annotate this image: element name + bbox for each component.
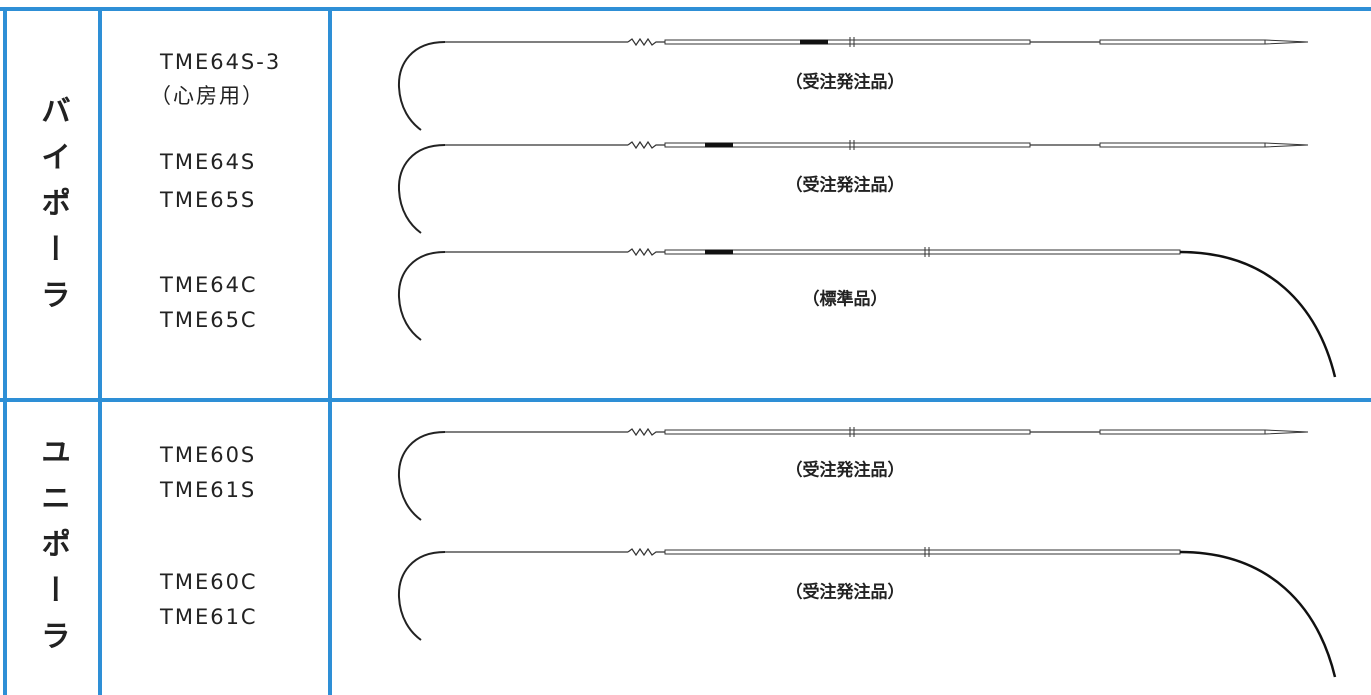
needle-part <box>627 247 665 257</box>
needle-part <box>397 431 446 521</box>
needle-part <box>1179 550 1337 678</box>
model: TME64C <box>160 273 258 297</box>
needle-drawings <box>397 37 1337 678</box>
needle-part <box>397 144 446 234</box>
note: （受注発注品） <box>785 72 905 93</box>
needle-part <box>1264 39 1309 45</box>
model: TME61S <box>160 478 257 502</box>
model: TME60S <box>160 443 257 467</box>
note: （標準品） <box>802 289 888 310</box>
needle-part <box>627 140 665 150</box>
needle-part <box>1099 142 1266 148</box>
needle-part <box>397 41 446 131</box>
needle-part <box>627 427 665 437</box>
needle-part <box>397 551 446 641</box>
section-label: ユニポーラ <box>35 436 70 666</box>
model: TME65S <box>160 188 257 212</box>
model-note: （心房用） <box>150 84 265 108</box>
needle-part <box>627 547 665 557</box>
needle-part <box>664 549 1181 555</box>
needle-part <box>1099 39 1266 45</box>
needle-part <box>1179 250 1337 378</box>
needle-part <box>664 39 1031 45</box>
model: TME60C <box>160 570 258 594</box>
needle-part <box>705 142 733 148</box>
section-label: バイポーラ <box>35 95 70 325</box>
model: TME64S <box>160 150 257 174</box>
model: TME61C <box>160 605 258 629</box>
needle-part <box>705 249 733 255</box>
model: TME64S-3 <box>160 50 282 74</box>
note: （受注発注品） <box>785 582 905 603</box>
needle-part <box>1099 429 1266 435</box>
needle-part <box>800 39 828 45</box>
needle-part <box>1264 142 1309 148</box>
needle-part <box>627 37 665 47</box>
needle-part <box>397 251 446 341</box>
needle-part <box>664 429 1031 435</box>
note: （受注発注品） <box>785 460 905 481</box>
needle-part <box>1264 429 1309 435</box>
model: TME65C <box>160 308 258 332</box>
note: （受注発注品） <box>785 175 905 196</box>
needle-part <box>664 249 1181 255</box>
